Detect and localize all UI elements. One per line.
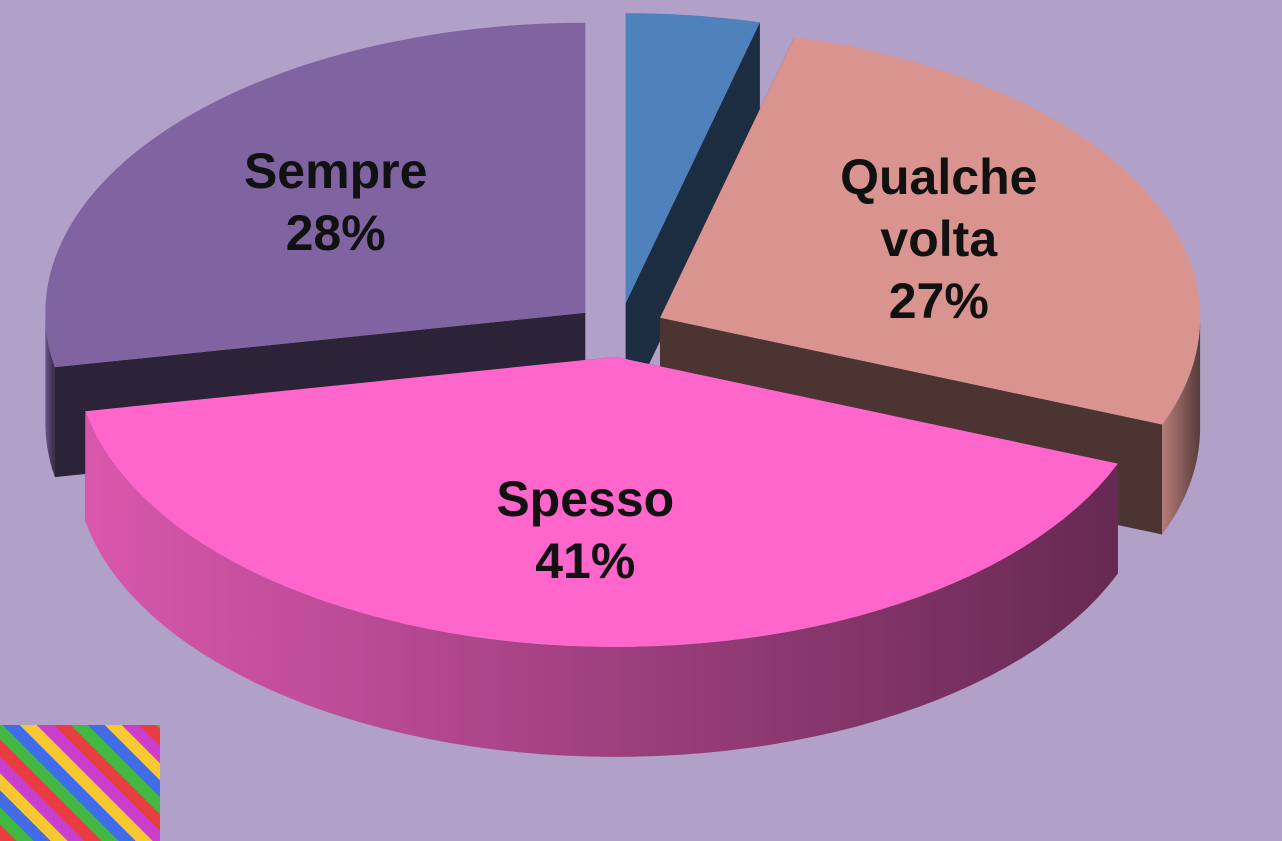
category-label: Sempre [206,140,466,202]
value-label: 28% [206,202,466,264]
decoration [0,725,160,841]
category-label: Qualche volta [819,146,1059,270]
chart [0,0,1282,841]
category-label: Spesso [455,468,715,530]
value-label: 41% [455,530,715,592]
value-label: 27% [819,270,1059,332]
page: (() => { const data = JSON.parse(documen… [0,0,1282,841]
